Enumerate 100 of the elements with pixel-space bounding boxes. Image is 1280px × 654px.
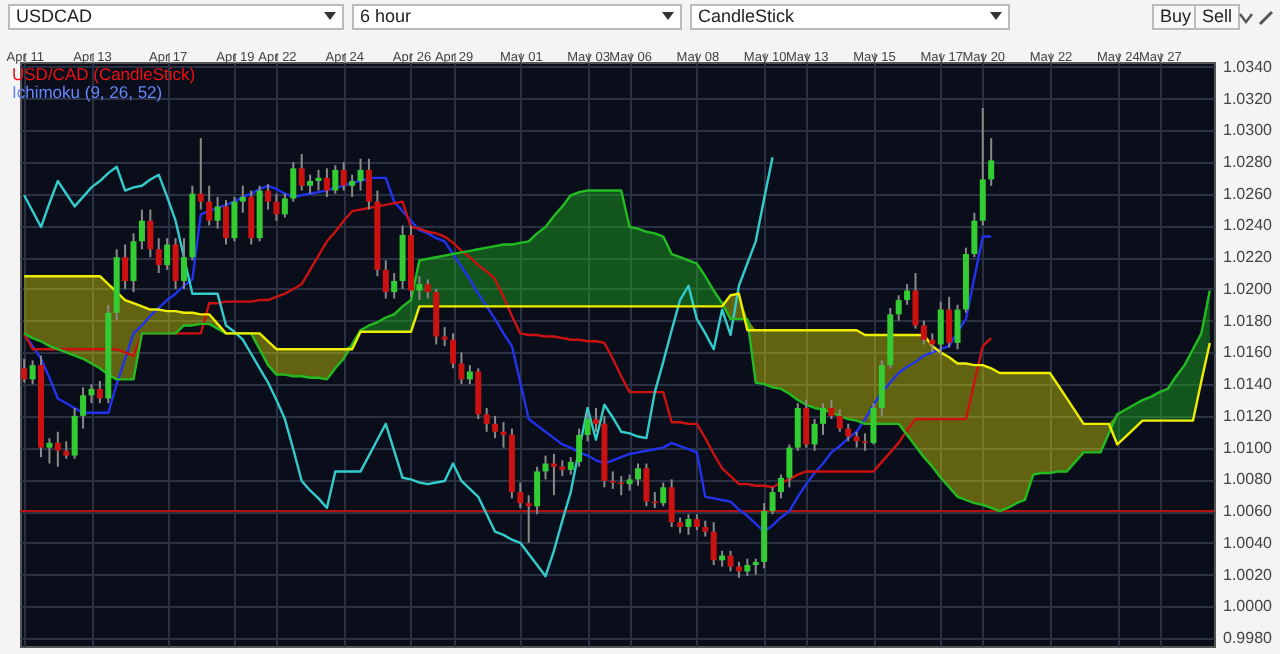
candlestick: [80, 386, 87, 430]
y-tick-label: 1.0220: [1223, 248, 1274, 267]
y-tick-label: 1.0020: [1223, 565, 1274, 584]
candlestick: [836, 408, 843, 433]
candlestick: [660, 481, 667, 508]
y-tick-label: 1.0120: [1223, 406, 1274, 425]
candlestick: [206, 184, 213, 227]
candlestick: [29, 359, 36, 386]
y-tick-label: 1.0100: [1223, 438, 1274, 457]
candlestick: [584, 411, 591, 443]
candlestick: [298, 153, 305, 192]
text: USDCAD: [8, 4, 344, 30]
candlestick: [517, 481, 524, 509]
candlestick: [223, 199, 230, 246]
candlestick: [525, 494, 532, 544]
candlestick: [441, 326, 448, 348]
candlestick: [239, 184, 246, 214]
candlestick: [500, 421, 507, 449]
y-tick-label: 1.0240: [1223, 216, 1274, 235]
candlestick: [155, 237, 162, 275]
candlestick: [307, 173, 314, 195]
text: Sell: [1194, 4, 1241, 30]
candlestick: [988, 137, 995, 187]
candlestick: [88, 383, 95, 405]
candlestick: [727, 549, 734, 573]
candlestick: [265, 183, 272, 211]
candlestick: [382, 259, 389, 300]
candlestick: [904, 283, 911, 306]
candlestick: [609, 470, 616, 490]
candlestick: [954, 303, 961, 351]
candlestick: [315, 168, 322, 192]
candlestick: [820, 402, 827, 436]
candlestick: [475, 367, 482, 421]
candlestick: [256, 184, 263, 243]
candlestick: [164, 237, 171, 271]
candlestick: [248, 189, 255, 246]
candlestick: [273, 192, 280, 222]
candlestick: [122, 243, 129, 290]
candlestick: [197, 137, 204, 211]
candlestick: [290, 160, 297, 203]
candlestick: [937, 300, 944, 357]
y-tick-label: 0.9980: [1223, 629, 1274, 648]
candlestick: [878, 359, 885, 417]
candlestick: [399, 224, 406, 290]
y-tick-label: 1.0300: [1223, 121, 1274, 140]
candlestick: [895, 294, 902, 322]
line-series: [23, 156, 774, 578]
candlestick: [635, 462, 642, 487]
candlestick: [433, 287, 440, 346]
candlestick: [483, 406, 490, 433]
line-series: [23, 275, 1211, 446]
candlestick: [172, 237, 179, 290]
candlestick: [466, 364, 473, 386]
candlestick: [416, 275, 423, 302]
candlestick: [920, 319, 927, 346]
candlestick: [769, 486, 776, 516]
candlestick: [550, 452, 557, 497]
candlestick: [643, 462, 650, 508]
y-tick-label: 1.0140: [1223, 375, 1274, 394]
candlestick: [357, 157, 364, 192]
y-tick-label: 1.0320: [1223, 89, 1274, 108]
candlestick: [340, 160, 347, 192]
candlestick: [862, 432, 869, 452]
y-tick-label: 1.0040: [1223, 533, 1274, 552]
candlestick: [71, 406, 78, 460]
candlestick: [458, 351, 465, 386]
candlestick: [592, 406, 599, 433]
text: CandleStick: [690, 4, 1010, 30]
candlestick: [130, 232, 137, 294]
candlestick: [138, 208, 145, 251]
candlestick: [180, 237, 187, 290]
candlestick: [323, 167, 330, 198]
candlestick: [492, 414, 499, 440]
candlestick: [668, 478, 675, 528]
y-tick-label: 1.0060: [1223, 502, 1274, 521]
candlestick: [147, 208, 154, 259]
candlestick: [534, 465, 541, 516]
candlestick: [231, 195, 238, 243]
candlestick: [946, 295, 953, 349]
y-tick-label: 1.0260: [1223, 184, 1274, 203]
text: 6 hour: [352, 4, 682, 30]
candlestick: [685, 513, 692, 536]
y-tick-label: 1.0200: [1223, 279, 1274, 298]
candlestick: [332, 164, 339, 195]
candlestick: [971, 211, 978, 259]
candlestick: [786, 443, 793, 489]
candlestick: [54, 430, 61, 468]
candlestick: [979, 107, 986, 227]
candlestick: [46, 437, 53, 465]
candlestick: [777, 473, 784, 500]
candlestick: [281, 192, 288, 219]
candlestick: [214, 195, 221, 230]
candlestick: [803, 399, 810, 449]
y-tick-label: 1.0340: [1223, 57, 1274, 76]
candlestick: [710, 521, 717, 567]
candlestick: [424, 278, 431, 300]
candlestick: [391, 272, 398, 300]
candlestick: [870, 402, 877, 446]
candlestick: [349, 173, 356, 198]
text: Buy: [1152, 4, 1200, 30]
